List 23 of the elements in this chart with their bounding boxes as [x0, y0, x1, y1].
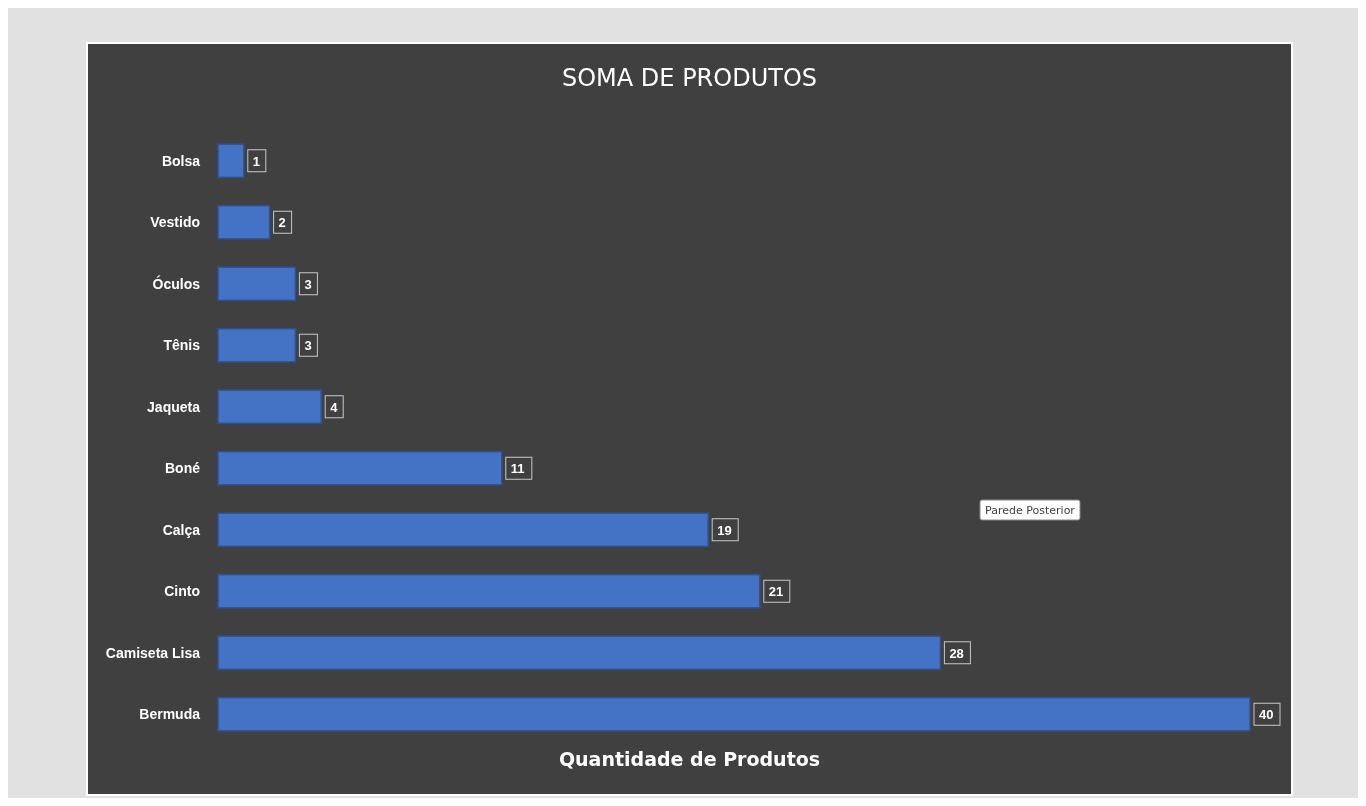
- y-tick-label: Cinto: [164, 583, 200, 600]
- y-tick-label: Camiseta Lisa: [105, 644, 201, 661]
- data-label: 1: [252, 153, 261, 169]
- annotation: Parede Posterior: [985, 504, 1076, 517]
- data-label: 2: [278, 215, 286, 231]
- data-label: 19: [717, 522, 732, 538]
- data-label: 28: [949, 645, 964, 661]
- y-tick-label: Vestido: [150, 214, 200, 231]
- y-tick-label: Bermuda: [139, 706, 201, 723]
- data-label: 11: [510, 461, 525, 477]
- y-tick-label: Óculos: [152, 274, 201, 292]
- data-label: 21: [768, 584, 784, 600]
- data-label: 4: [330, 399, 339, 415]
- y-tick-label: Jaqueta: [147, 398, 201, 415]
- data-label: 3: [304, 338, 312, 354]
- data-label: 40: [1259, 707, 1274, 723]
- y-tick-label: Calça: [162, 521, 201, 538]
- data-label: 3: [304, 276, 312, 292]
- chart-title: SOMA DE PRODUTOS: [561, 64, 818, 92]
- y-tick-label: Bolsa: [161, 152, 201, 169]
- y-tick-label: Boné: [165, 460, 201, 477]
- x-axis-title: Quantidade de Produtos: [558, 748, 821, 770]
- y-tick-label: Tênis: [163, 337, 201, 354]
